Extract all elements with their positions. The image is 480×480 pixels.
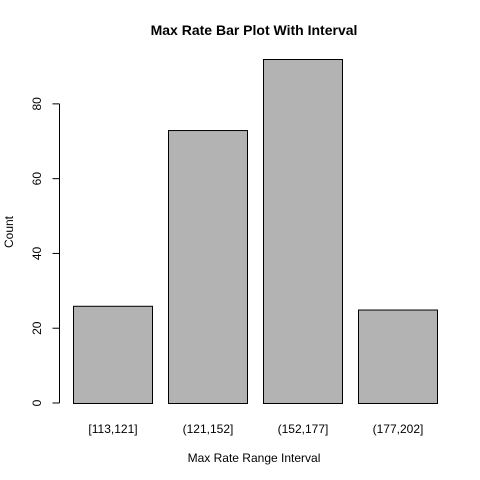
y-axis-label: Count — [2, 215, 16, 248]
x-tick-label: (152,177] — [278, 422, 329, 436]
bar — [358, 309, 438, 404]
y-tick-label: 40 — [30, 246, 44, 260]
bar — [263, 59, 343, 404]
x-tick-label: (121,152] — [183, 422, 234, 436]
y-tick-label: 0 — [30, 399, 44, 406]
y-axis-group: 0 20 40 60 80 — [30, 97, 60, 406]
y-tick-label: 80 — [30, 97, 44, 111]
bar — [168, 130, 248, 404]
x-axis-label: Max Rate Range Interval — [188, 451, 321, 465]
chart-title: Max Rate Bar Plot With Interval — [151, 22, 358, 38]
y-tick-label: 60 — [30, 172, 44, 186]
bars-group — [73, 59, 438, 405]
x-tick-label: [113,121] — [88, 422, 137, 436]
bar — [73, 305, 153, 405]
y-tick-label: 20 — [30, 321, 44, 335]
x-tick-labels-group: [113,121] (121,152] (152,177] (177,202] — [88, 422, 423, 436]
x-tick-label: (177,202] — [373, 422, 424, 436]
